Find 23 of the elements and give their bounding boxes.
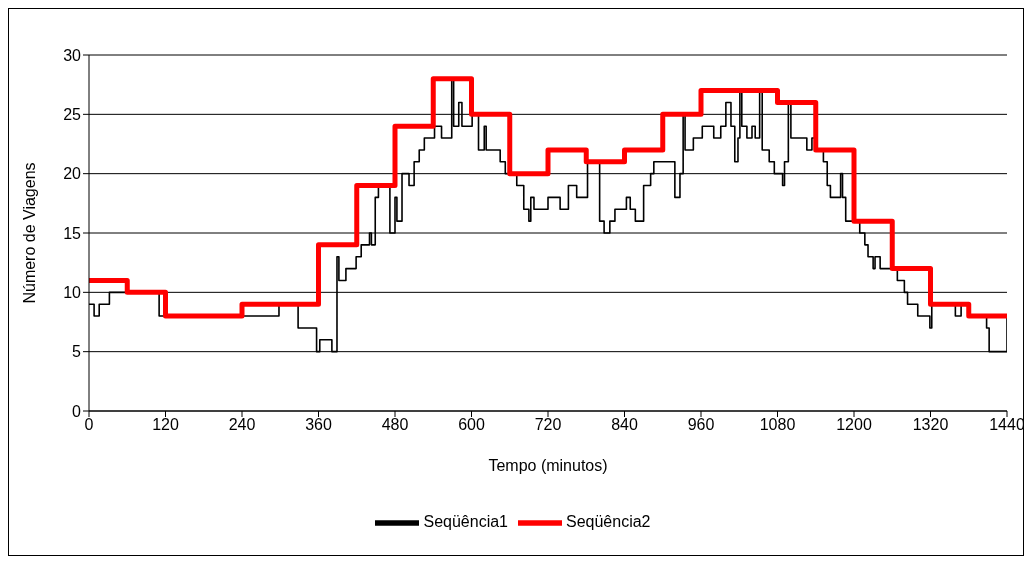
x-tick-label: 1320: [912, 416, 949, 434]
x-tick-label: 360: [305, 416, 332, 434]
y-tick-label: 0: [72, 402, 82, 420]
y-tick-label: 20: [63, 165, 82, 183]
legend-label: Seqüência1: [423, 513, 508, 531]
y-tick-label: 10: [63, 284, 82, 302]
y-tick-label: 25: [63, 106, 82, 124]
x-tick-label: 480: [381, 416, 409, 434]
x-tick-label: 840: [611, 416, 638, 434]
x-tick-label: 600: [458, 416, 485, 434]
x-tick-label: 1200: [836, 416, 872, 434]
legend-label: Seqüência2: [566, 513, 651, 531]
x-tick-label: 120: [152, 416, 179, 434]
x-tick-label: 0: [84, 416, 94, 434]
x-tick-label: 1080: [759, 416, 796, 434]
x-tick-label: 720: [534, 416, 562, 434]
x-tick-label: 240: [228, 416, 256, 434]
y-tick-label: 15: [63, 224, 82, 242]
y-tick-label: 5: [72, 343, 82, 361]
y-axis-title: Número de Viagens: [20, 162, 38, 304]
y-tick-label: 30: [63, 46, 82, 64]
x-axis-title: Tempo (minutos): [488, 457, 608, 474]
x-tick-label: 960: [687, 416, 715, 434]
